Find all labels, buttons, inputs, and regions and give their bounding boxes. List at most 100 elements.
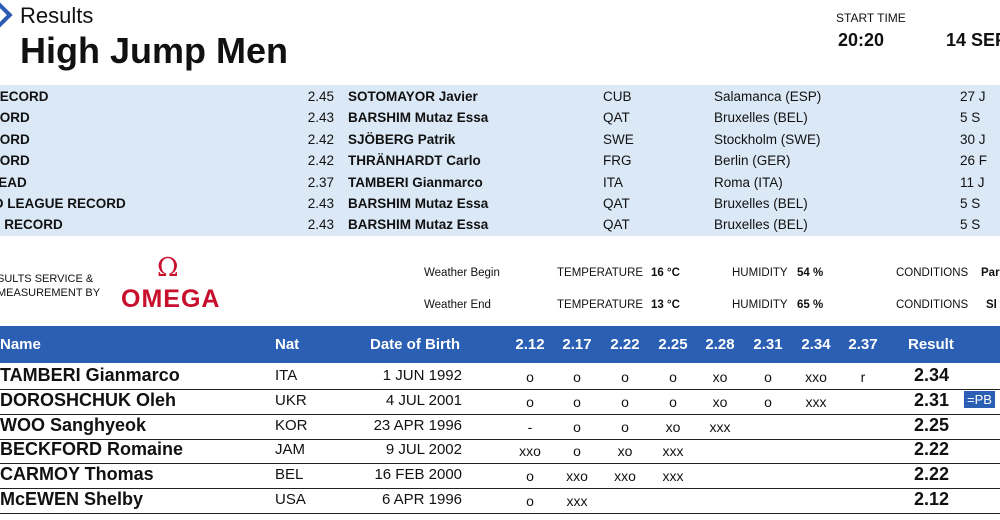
attempt-cell: xo: [712, 369, 728, 385]
athlete-nat: BEL: [275, 466, 304, 484]
col-header-name: Name: [0, 336, 41, 353]
record-nat: CUB: [603, 89, 632, 104]
record-mark: 2.42: [307, 153, 334, 169]
table-row: McEWEN Shelby USA 6 APR 1996 o xxx 2.12: [0, 488, 1000, 514]
athlete-dob: 1 JUN 1992: [382, 367, 462, 384]
table-row: DOROSHCHUK Oleh UKR 4 JUL 2001 o o o o xo o xxx 2.…: [0, 389, 1000, 415]
athlete-result: 2.34: [914, 365, 950, 385]
humidity-label: HUMIDITY: [732, 299, 788, 311]
athlete-name: WOO Sanghyeok: [0, 414, 147, 435]
record-nat: FRG: [603, 153, 632, 169]
conditions-label: CONDITIONS: [896, 299, 969, 311]
attempt-cell: o: [526, 369, 534, 385]
record-venue: Salamanca (ESP): [714, 89, 822, 104]
record-type: CORD: [0, 110, 30, 126]
service-line-2: MEASUREMENT BY: [0, 287, 101, 299]
attempt-cell: o: [621, 369, 629, 385]
athlete-result: 2.25: [914, 414, 950, 435]
attempt-cell: xxo: [805, 369, 827, 385]
attempt-cell: o: [526, 468, 534, 485]
conditions-begin: Par: [981, 267, 1000, 279]
weather-end-label: Weather End: [424, 299, 491, 311]
athlete-dob: 9 JUL 2002: [385, 441, 462, 459]
attempt-cell: o: [669, 393, 677, 410]
record-date: 5 S: [960, 217, 981, 233]
col-header-dob: Date of Birth: [370, 336, 460, 353]
athlete-result: 2.12: [914, 489, 950, 509]
record-type: RECORD: [0, 89, 49, 104]
record-type: G RECORD: [0, 217, 63, 233]
attempt-cell: xo: [712, 393, 728, 410]
record-nat: SWE: [603, 131, 634, 147]
omega-logo: OMEGA: [121, 285, 221, 313]
attempt-cell: o: [573, 369, 581, 385]
athlete-result: 2.31: [914, 389, 950, 410]
athlete-result: 2.22: [914, 439, 950, 460]
results-label: Results: [20, 3, 94, 28]
humidity-label: HUMIDITY: [732, 267, 788, 279]
record-holder: SJÖBERG Patrik: [348, 131, 456, 147]
start-time-label: START TIME: [836, 11, 906, 25]
record-venue: Bruxelles (BEL): [714, 110, 808, 126]
athlete-result: 2.22: [914, 464, 950, 485]
conditions-label: CONDITIONS: [896, 267, 969, 279]
pb-badge: =PB: [964, 390, 995, 408]
record-row: CORD 2.42 THRÄNHARDT Carlo FRG Berlin (GER) 2…: [0, 151, 1000, 172]
col-header-height: 2.17: [562, 336, 592, 353]
record-nat: QAT: [603, 196, 630, 211]
results-table-header: Name Nat Date of Birth Result 2.12 2.17 2.…: [0, 326, 1000, 363]
attempt-cell: o: [764, 369, 772, 385]
attempt-cell: xxo: [519, 443, 541, 460]
table-row: TAMBERI Gianmarco ITA 1 JUN 1992 o o o o xo o xxo…: [0, 364, 1000, 390]
col-header-height: 2.25: [658, 336, 688, 353]
athlete-nat: USA: [275, 491, 306, 508]
temperature-label: TEMPERATURE: [557, 299, 644, 311]
record-holder: BARSHIM Mutaz Essa: [348, 196, 489, 211]
record-nat: ITA: [603, 174, 623, 190]
record-mark: 2.43: [307, 110, 334, 126]
start-time: 20:20: [838, 30, 885, 50]
attempt-cell: xxo: [566, 468, 588, 485]
athlete-dob: 4 JUL 2001: [385, 391, 462, 409]
attempt-cell: xxx: [709, 418, 731, 435]
attempt-cell: o: [573, 443, 581, 460]
attempt-cell: xxx: [662, 443, 684, 460]
record-mark: 2.43: [307, 196, 334, 211]
record-holder: TAMBERI Gianmarco: [348, 174, 483, 190]
athlete-nat: JAM: [275, 441, 305, 459]
attempt-cell: xxx: [662, 468, 684, 485]
col-header-height: 2.12: [515, 336, 545, 353]
athlete-name: BECKFORD Romaine: [0, 439, 184, 460]
temperature-label: TEMPERATURE: [557, 267, 644, 279]
record-row: LEAD 2.37 TAMBERI Gianmarco ITA Roma (ITA) 11…: [0, 173, 1000, 194]
col-header-height: 2.28: [705, 336, 735, 353]
record-venue: Roma (ITA): [714, 174, 783, 190]
record-date: 11 J: [960, 174, 985, 190]
record-row: CORD 2.43 BARSHIM Mutaz Essa QAT Bruxelles (…: [0, 108, 1000, 129]
record-date: 30 J: [960, 131, 986, 147]
record-mark: 2.42: [307, 131, 334, 147]
attempt-cell: xxx: [805, 393, 827, 410]
event-date: 14 SEP: [946, 30, 1000, 50]
athlete-nat: ITA: [275, 367, 298, 384]
col-header-result: Result: [908, 336, 954, 353]
attempt-cell: -: [527, 418, 533, 435]
attempt-cell: o: [621, 418, 629, 435]
athlete-nat: UKR: [275, 391, 307, 409]
attempt-cell: o: [573, 393, 581, 410]
attempt-cell: o: [669, 369, 677, 385]
record-date: 5 S: [960, 110, 981, 126]
attempt-cell: o: [526, 493, 534, 509]
attempt-cell: o: [573, 418, 581, 435]
timing-service-label: SULTS SERVICE & MEASUREMENT BY: [0, 272, 100, 300]
record-row: ID LEAGUE RECORD 2.43 BARSHIM Mutaz Essa QA…: [0, 194, 1000, 215]
record-mark: 2.43: [307, 217, 334, 233]
record-nat: QAT: [603, 217, 630, 233]
event-title: High Jump Men: [20, 30, 288, 71]
table-row: BECKFORD Romaine JAM 9 JUL 2002 xxo o xo xxx 2.…: [0, 438, 1000, 465]
temperature-end: 13 °C: [651, 299, 680, 311]
col-header-height: 2.31: [753, 336, 783, 353]
service-line-1: SULTS SERVICE &: [0, 273, 94, 285]
conditions-end: Sl: [986, 299, 997, 311]
record-holder: THRÄNHARDT Carlo: [348, 153, 481, 169]
